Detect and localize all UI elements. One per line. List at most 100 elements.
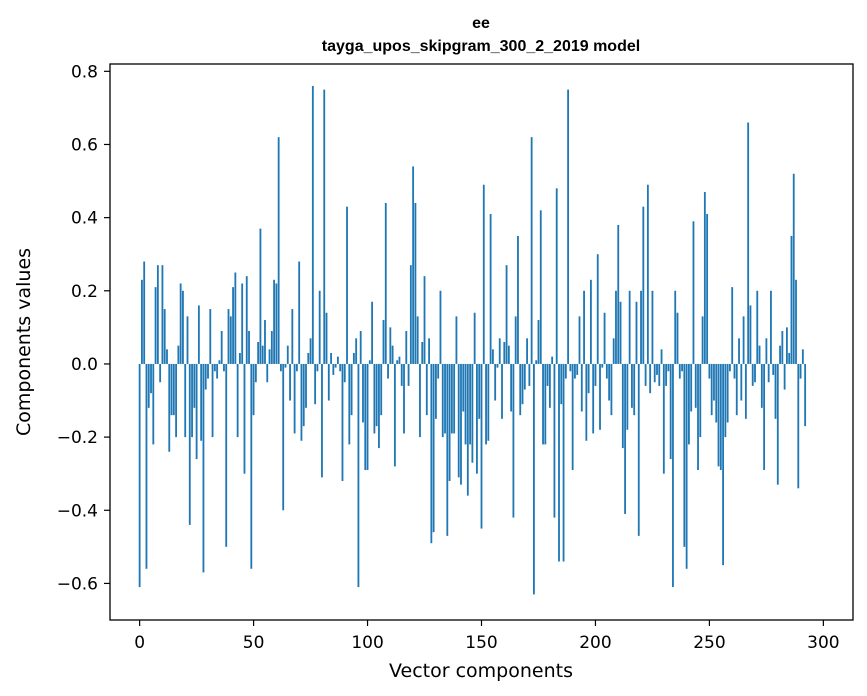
bar-273	[760, 363, 763, 408]
bar-34	[216, 363, 219, 379]
bar-204	[603, 312, 606, 364]
y-tick-label-1: −0.4	[57, 501, 98, 521]
bar-190	[571, 363, 574, 471]
bar-168	[521, 363, 524, 405]
bar-264	[740, 363, 743, 401]
bar-26	[197, 305, 200, 364]
bar-72	[302, 363, 305, 427]
bar-226	[653, 363, 656, 383]
bar-127	[428, 338, 430, 364]
bar-107	[382, 320, 385, 364]
bar-161	[505, 265, 508, 364]
bar-85	[332, 363, 335, 375]
bar-90	[343, 363, 346, 383]
bar-79	[318, 290, 321, 364]
bar-8	[156, 265, 159, 364]
bar-37	[223, 363, 225, 372]
bar-263	[738, 338, 740, 364]
bar-16	[175, 363, 177, 438]
bar-46	[243, 363, 246, 474]
bar-143	[464, 363, 467, 445]
bar-135	[446, 363, 449, 536]
bar-165	[514, 316, 517, 364]
bar-216	[631, 363, 633, 408]
bar-195	[583, 290, 585, 364]
bar-262	[735, 363, 738, 416]
bar-120	[412, 166, 415, 364]
bar-144	[466, 363, 469, 496]
bar-255	[719, 363, 722, 471]
bar-205	[605, 363, 608, 379]
bar-86	[334, 363, 337, 368]
bar-23	[191, 363, 193, 438]
bar-201	[596, 254, 599, 364]
bar-281	[779, 345, 781, 364]
bar-238	[681, 363, 683, 372]
bar-166	[517, 235, 519, 364]
bar-51	[254, 363, 257, 383]
y-tick-label-7: 0.8	[71, 62, 98, 82]
bar-284	[785, 327, 788, 364]
x-tick-label-100: 100	[351, 633, 383, 653]
bar-108	[384, 203, 387, 364]
bar-232	[667, 363, 670, 372]
bar-145	[469, 363, 472, 445]
bar-137	[450, 363, 453, 434]
bar-208	[612, 338, 615, 364]
bar-245	[697, 363, 699, 471]
bar-61	[277, 137, 280, 364]
bar-209	[615, 290, 617, 364]
bar-254	[717, 363, 720, 467]
bar-148	[476, 363, 478, 474]
bar-87	[337, 356, 339, 364]
bar-203	[601, 363, 604, 368]
bar-257	[724, 363, 727, 438]
bar-7	[154, 287, 157, 364]
bar-169	[523, 363, 526, 390]
bar-118	[407, 363, 410, 386]
bar-228	[658, 363, 661, 386]
bar-157	[496, 363, 499, 368]
bar-59	[273, 279, 276, 364]
bar-126	[425, 363, 428, 416]
bar-211	[619, 301, 622, 364]
bar-15	[172, 363, 175, 416]
bar-170	[526, 338, 528, 364]
bar-285	[788, 352, 791, 364]
bar-175	[537, 320, 540, 364]
bar-291	[801, 349, 804, 364]
bar-99	[364, 363, 367, 471]
bar-56	[266, 363, 269, 383]
y-axis-label: Components values	[13, 248, 35, 436]
bar-76	[311, 85, 314, 364]
bar-33	[213, 363, 216, 372]
bar-80	[321, 363, 323, 478]
bar-142	[462, 363, 465, 412]
bar-119	[409, 265, 412, 364]
bar-71	[300, 363, 303, 441]
x-tick-label-50: 50	[243, 633, 265, 653]
y-tick-label-2: −0.2	[57, 428, 98, 448]
bar-287	[792, 173, 795, 364]
x-tick-label-300: 300	[807, 633, 839, 653]
bar-68	[293, 363, 296, 434]
bar-164	[512, 363, 515, 518]
bar-138	[453, 363, 456, 434]
bar-267	[747, 122, 750, 364]
y-tick-label-5: 0.4	[71, 209, 98, 229]
bar-11	[163, 309, 166, 364]
bar-249	[706, 213, 709, 364]
bar-282	[781, 331, 784, 364]
bar-129	[432, 363, 435, 533]
bar-130	[435, 363, 437, 419]
bar-163	[510, 363, 513, 412]
bar-270	[754, 363, 756, 383]
bar-111	[391, 345, 394, 364]
bar-266	[744, 363, 747, 419]
bar-27	[200, 363, 203, 441]
bar-155	[491, 349, 494, 364]
bar-198	[589, 279, 592, 364]
bar-141	[460, 363, 462, 485]
bar-149	[478, 363, 481, 419]
bar-96	[357, 363, 360, 588]
